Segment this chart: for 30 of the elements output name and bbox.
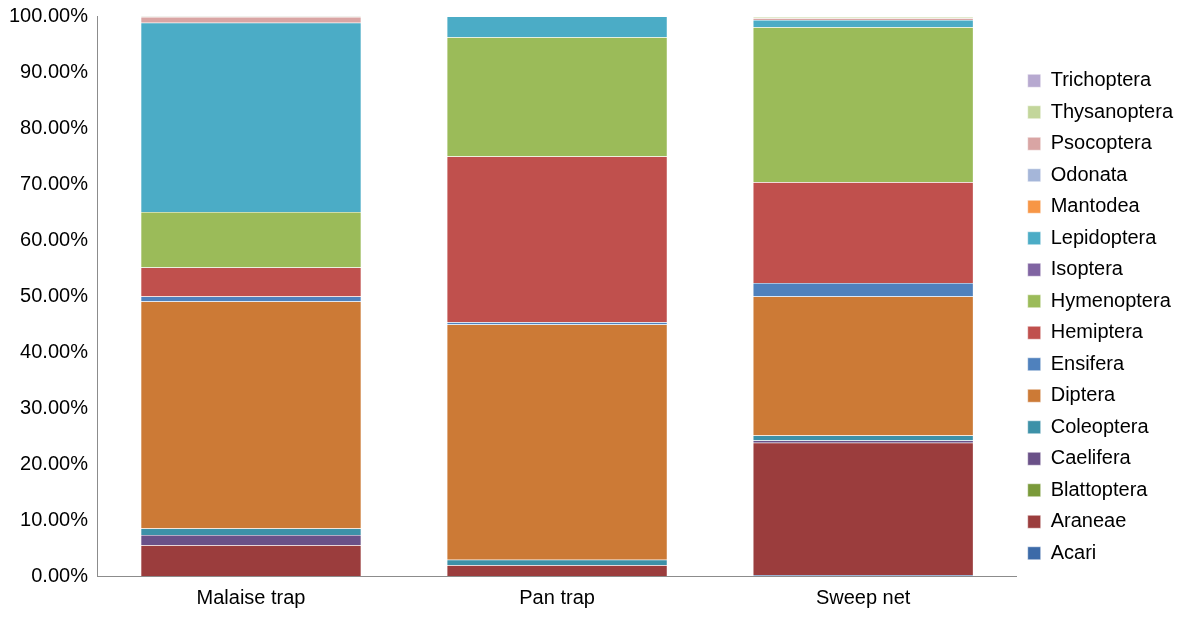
- legend-label: Blattoptera: [1050, 477, 1149, 500]
- x-tick-label: Pan trap: [519, 585, 595, 608]
- y-tick-label: 0.00%: [31, 563, 89, 586]
- legend-label: Hemiptera: [1050, 320, 1144, 343]
- y-tick-label: 60.00%: [20, 227, 89, 250]
- legend-label: Odonata: [1050, 162, 1129, 185]
- legend-label: Caelifera: [1050, 446, 1132, 469]
- legend-label: Mantodea: [1050, 194, 1141, 217]
- x-tick-label: Malaise trap: [196, 585, 306, 608]
- y-tick-label: 70.00%: [20, 171, 89, 194]
- y-tick-label: 20.00%: [20, 451, 89, 474]
- y-tick-label: 80.00%: [20, 115, 89, 138]
- y-tick-label: 50.00%: [20, 283, 89, 306]
- legend-label: Ensifera: [1050, 351, 1125, 374]
- legend-label: Diptera: [1050, 383, 1117, 406]
- legend-label: Coleoptera: [1050, 414, 1150, 437]
- y-tick-label: 30.00%: [20, 395, 89, 418]
- y-tick-label: 10.00%: [20, 507, 89, 530]
- legend-label: Thysanoptera: [1050, 99, 1174, 122]
- legend-label: Isoptera: [1050, 257, 1124, 280]
- legend-label: Hymenoptera: [1050, 288, 1172, 311]
- legend-label: Araneae: [1050, 509, 1127, 532]
- legend-label: Lepidoptera: [1050, 225, 1158, 248]
- legend-label: Acari: [1050, 540, 1097, 563]
- legend-label: Psocoptera: [1050, 131, 1153, 154]
- y-tick-label: 40.00%: [20, 339, 89, 362]
- x-tick-label: Sweep net: [815, 585, 911, 608]
- legend-label: Trichoptera: [1050, 68, 1152, 91]
- y-tick-label: 100.00%: [8, 3, 89, 26]
- y-tick-label: 90.00%: [20, 59, 89, 82]
